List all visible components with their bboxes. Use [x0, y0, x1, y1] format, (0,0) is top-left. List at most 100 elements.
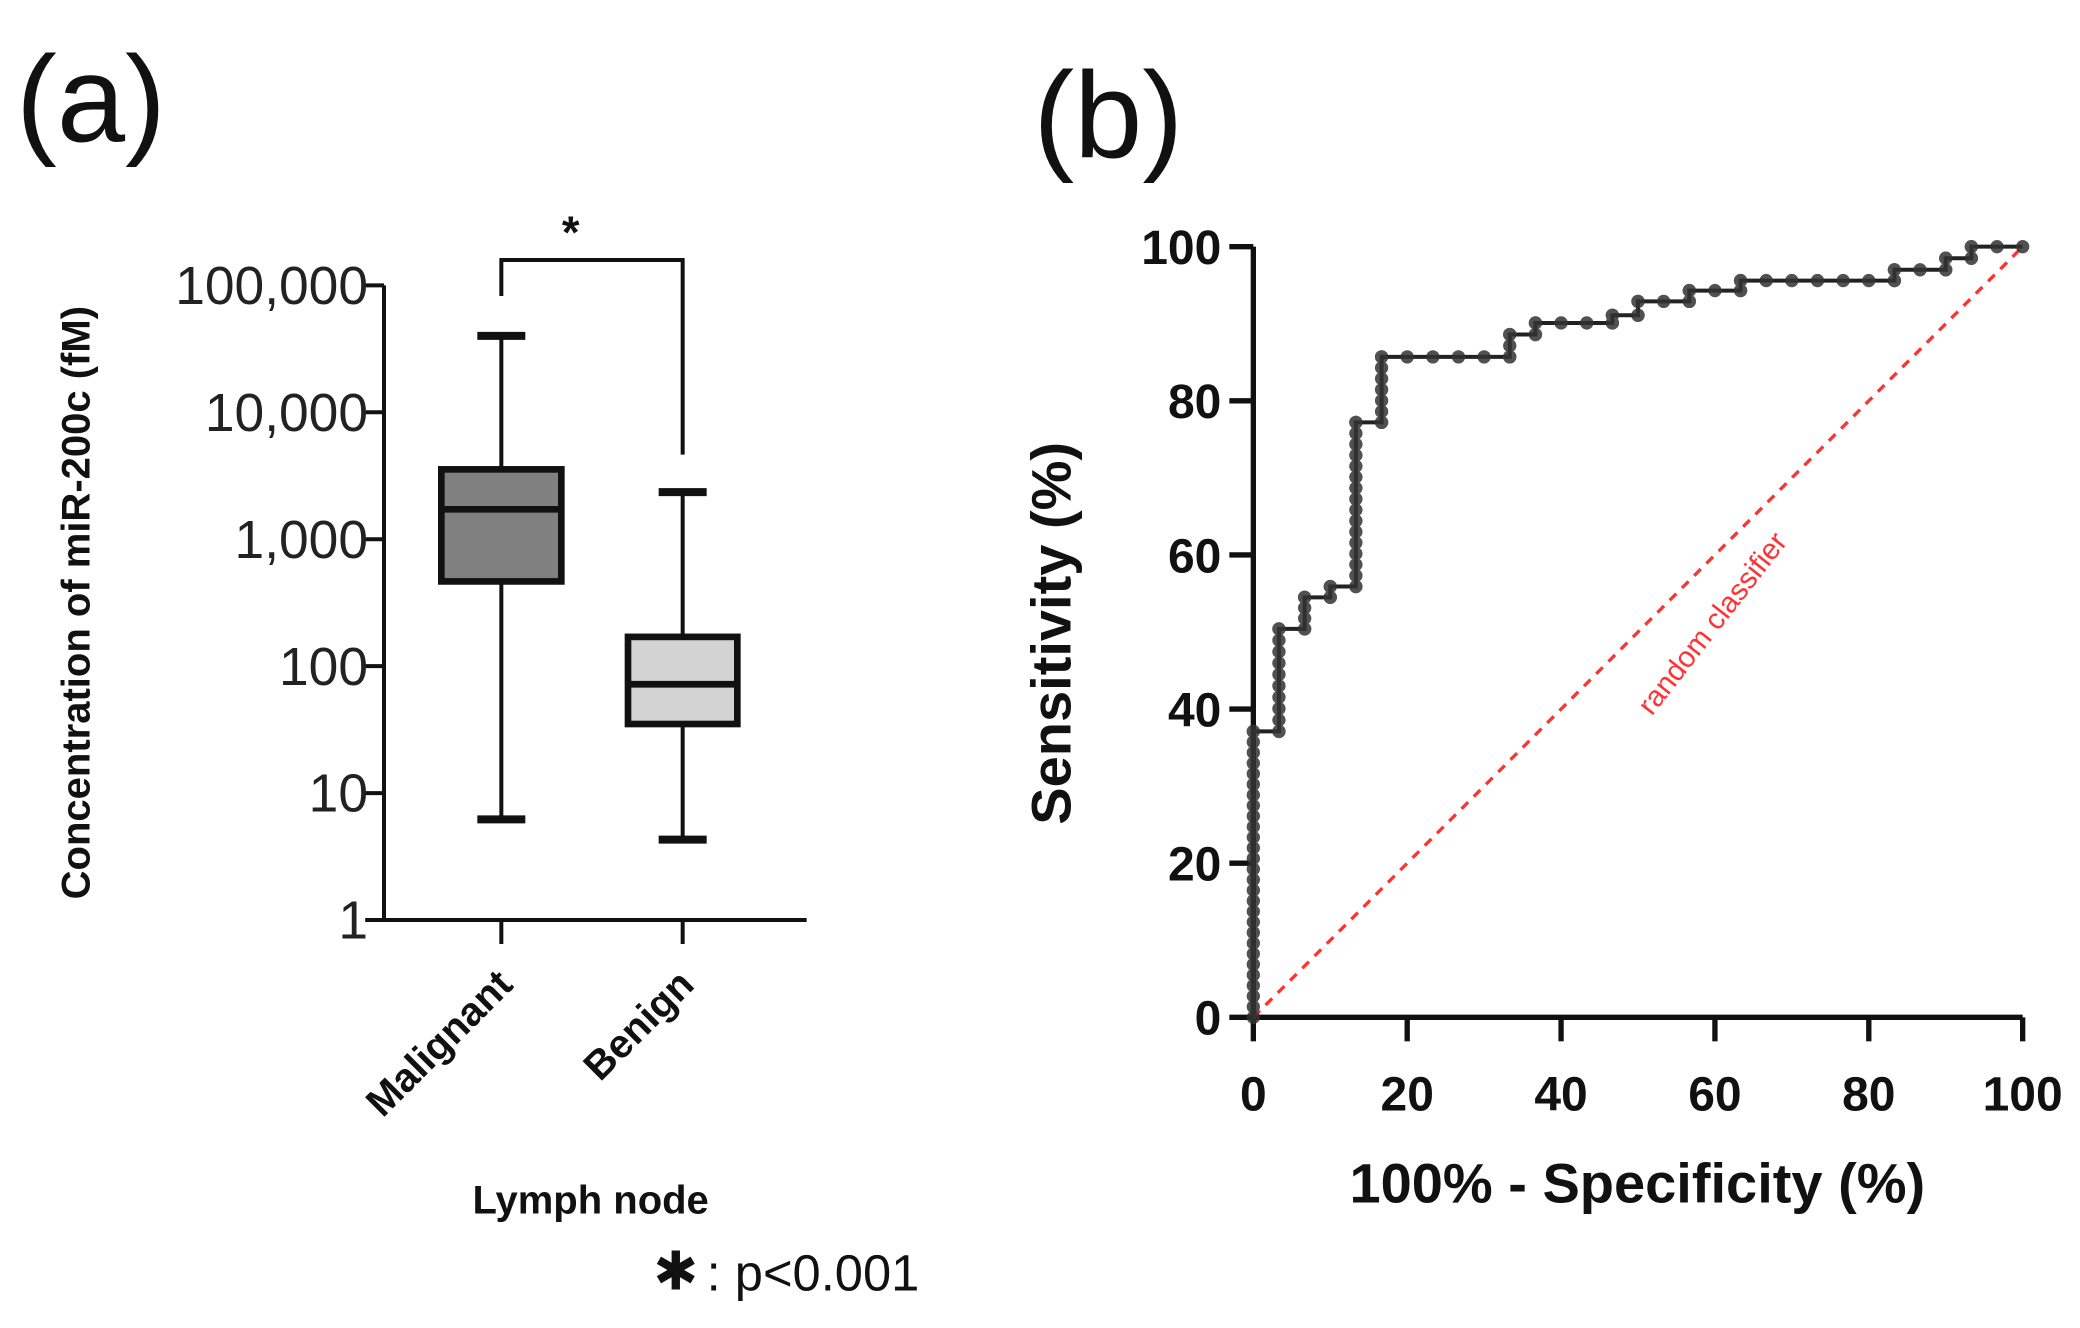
roc-point — [1246, 1010, 1260, 1024]
roc-point — [1349, 426, 1363, 440]
x-tick-label-b: 20 — [1381, 1069, 1434, 1122]
roc-point — [1374, 415, 1389, 430]
roc-point — [1246, 1000, 1260, 1014]
y-tick-label-b: 20 — [1168, 839, 1221, 892]
roc-point — [1990, 240, 2004, 254]
roc-chart: Sensitivity (%) 100% - Specificity (%) r… — [1020, 222, 2063, 1215]
roc-point — [1246, 894, 1260, 908]
roc-point — [1708, 283, 1722, 298]
roc-point — [1349, 503, 1363, 517]
roc-point — [1246, 777, 1260, 792]
y-tick-label-b: 60 — [1168, 530, 1221, 583]
box-benign — [624, 633, 741, 728]
roc-point — [1374, 361, 1389, 375]
roc-point — [1246, 830, 1260, 844]
roc-point — [1913, 263, 1927, 277]
roc-point — [1323, 590, 1337, 604]
roc-point — [1246, 735, 1260, 749]
roc-point — [1246, 862, 1260, 876]
roc-point — [1246, 883, 1260, 897]
roc-point — [1297, 590, 1312, 604]
roc-point — [1272, 724, 1286, 739]
roc-point — [1246, 957, 1260, 972]
roc-point — [1246, 915, 1260, 929]
y-axis-label-b: Sensitivity (%) — [1020, 442, 1083, 825]
roc-point — [1733, 283, 1748, 298]
roc-point — [1656, 294, 1671, 309]
x-tick-label-b: 0 — [1240, 1069, 1267, 1122]
roc-point — [1272, 690, 1286, 704]
roc-point — [1349, 437, 1363, 451]
roc-point — [1246, 841, 1260, 855]
roc-point — [1246, 978, 1260, 993]
roc-point — [1272, 622, 1286, 636]
roc-point — [1272, 667, 1286, 682]
roc-point — [1400, 350, 1414, 364]
roc-point — [1503, 327, 1517, 342]
roc-point — [1246, 724, 1260, 739]
roc-markers — [1246, 240, 2030, 1024]
roc-point — [1349, 536, 1363, 550]
roc-point — [1272, 633, 1286, 647]
roc-point — [1272, 645, 1286, 659]
roc-point — [1810, 273, 1825, 288]
roc-point — [1631, 294, 1645, 309]
roc-point — [1272, 701, 1286, 716]
roc-point — [1246, 873, 1260, 887]
roc-point — [1733, 273, 1748, 288]
roc-point — [1349, 514, 1363, 528]
roc-point — [1349, 459, 1363, 473]
roc-point — [1964, 251, 1979, 265]
significance-bracket — [499, 258, 685, 455]
roc-point — [1785, 273, 1799, 288]
roc-point — [1349, 557, 1363, 572]
roc-point — [1349, 525, 1363, 539]
roc-point — [1349, 579, 1363, 594]
panel-label-b: (b) — [1033, 46, 1183, 183]
roc-point — [1246, 936, 1260, 950]
x-tick-label-a: Malignant — [358, 962, 521, 1125]
random-classifier-line — [1252, 245, 2024, 1019]
roc-point — [1272, 656, 1286, 670]
roc-point — [1349, 470, 1363, 484]
x-tick-label-b: 60 — [1688, 1069, 1741, 1122]
y-tick-label-b: 80 — [1168, 376, 1221, 429]
roc-point — [1349, 568, 1363, 583]
y-tick-label-a: 10 — [309, 765, 368, 824]
y-tick-label-b: 40 — [1168, 684, 1221, 737]
roc-point — [1887, 273, 1902, 288]
roc-point — [1246, 745, 1260, 760]
roc-point — [1374, 372, 1389, 386]
roc-point — [1374, 404, 1389, 419]
roc-point — [1887, 263, 1902, 277]
y-axis-label-a: Concentration of miR-200c (fM) — [54, 306, 98, 899]
roc-point — [1349, 481, 1363, 495]
roc-point — [1964, 240, 1979, 254]
roc-point — [1349, 448, 1363, 462]
roc-point — [1272, 713, 1286, 727]
roc-point — [1939, 263, 1953, 277]
x-axis-label-a: Lymph node — [473, 1178, 709, 1222]
roc-point — [1246, 788, 1260, 802]
roc-point — [1528, 327, 1543, 342]
y-tick-label-a: 100 — [279, 638, 368, 697]
roc-point — [1323, 579, 1337, 594]
roc-point — [1554, 316, 1568, 330]
x-axis-label-b: 100% - Specificity (%) — [1349, 1152, 1925, 1215]
y-tick-label-b: 100 — [1141, 222, 1221, 275]
roc-point — [1503, 350, 1517, 364]
roc-point — [1297, 622, 1312, 636]
random-classifier-label: random classifier — [1631, 526, 1794, 721]
roc-point — [1503, 339, 1517, 353]
roc-point — [1246, 904, 1260, 919]
roc-point — [1862, 273, 1876, 288]
roc-point — [1246, 968, 1260, 982]
roc-point — [1939, 251, 1953, 265]
x-tick-label-b: 40 — [1534, 1069, 1587, 1122]
roc-point — [1836, 273, 1850, 288]
roc-point — [1246, 820, 1260, 834]
roc-point — [1246, 851, 1260, 866]
roc-point — [2016, 240, 2030, 254]
roc-point — [1374, 382, 1389, 397]
roc-point — [1528, 316, 1543, 330]
